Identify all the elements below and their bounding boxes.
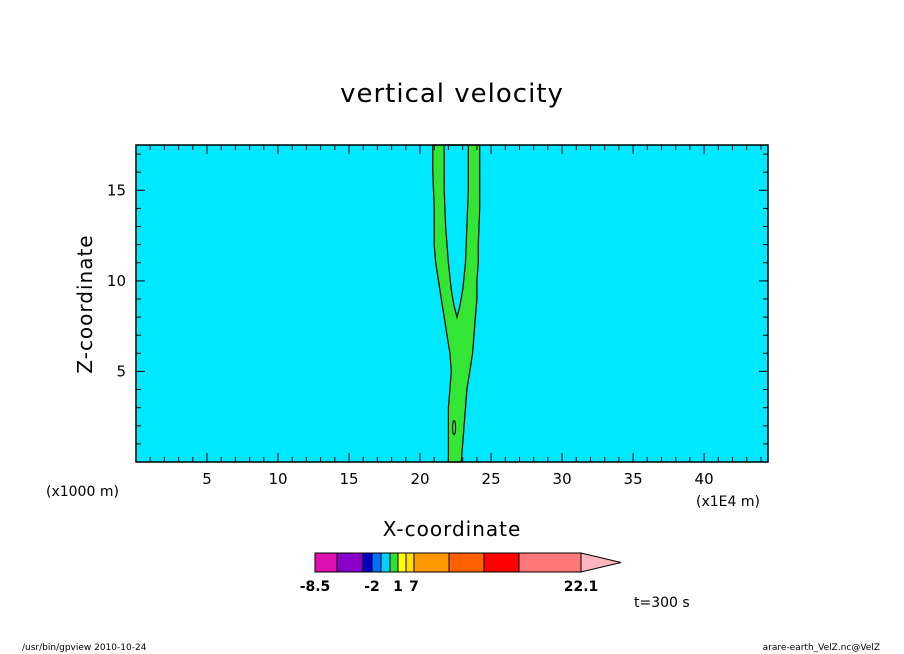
- footer-right: arare-earth_VelZ.nc@VelZ: [763, 643, 880, 653]
- colorbar-box: [389, 552, 399, 573]
- colorbar-box: [413, 552, 450, 573]
- colorbar-box: [448, 552, 485, 573]
- colorbar-label: -2: [364, 579, 380, 595]
- colorbar-box: [371, 552, 382, 573]
- x-tick-label: 30: [553, 470, 572, 488]
- colorbar-box: [483, 552, 520, 573]
- colorbar-box: [405, 552, 415, 573]
- plot-area: [135, 144, 769, 463]
- colorbar-label: -8.5: [300, 579, 331, 595]
- x-tick-label: 35: [624, 470, 643, 488]
- plot-frame: [135, 144, 769, 463]
- colorbar-label: 1: [393, 579, 403, 595]
- footer-left: /usr/bin/gpview 2010-10-24: [22, 643, 147, 653]
- colorbar-box: [380, 552, 391, 573]
- small-contour: [452, 420, 457, 436]
- x-tick-label: 15: [339, 470, 358, 488]
- colorbar-box: [518, 552, 582, 573]
- colorbar: [314, 552, 622, 573]
- time-label: t=300 s: [634, 595, 690, 611]
- axis-ticks: [136, 145, 768, 462]
- colorbar-box: [336, 552, 364, 573]
- x-tick-label: 40: [695, 470, 714, 488]
- colorbar-labels: -8.5 -2 1 7 22.1: [300, 579, 599, 595]
- colorbar-box: [362, 552, 373, 573]
- x-tick-label: 25: [482, 470, 501, 488]
- colorbar-overflow-arrow: [580, 552, 622, 573]
- y-tick-labels: 5 10 15: [107, 181, 126, 380]
- x-tick-label: 5: [202, 470, 212, 488]
- x-tick-label: 20: [410, 470, 429, 488]
- colorbar-box: [314, 552, 338, 573]
- x-unit-label: (x1000 m): [46, 484, 119, 500]
- y-tick-label: 15: [107, 181, 126, 199]
- colorbar-label: 7: [409, 579, 419, 595]
- x-tick-label: 10: [268, 470, 287, 488]
- y-axis-title: Z-coordinate: [73, 234, 97, 373]
- y-unit-label: (x1E4 m): [696, 494, 760, 510]
- x-tick-labels: 5 10 15 20 25 30 35 40: [202, 470, 713, 488]
- colorbar-label: 22.1: [564, 579, 599, 595]
- x-axis-title: X-coordinate: [383, 517, 522, 541]
- colorbar-box: [397, 552, 407, 573]
- chart-title: vertical velocity: [340, 79, 564, 109]
- y-tick-label: 10: [107, 272, 126, 290]
- y-tick-label: 5: [116, 362, 126, 380]
